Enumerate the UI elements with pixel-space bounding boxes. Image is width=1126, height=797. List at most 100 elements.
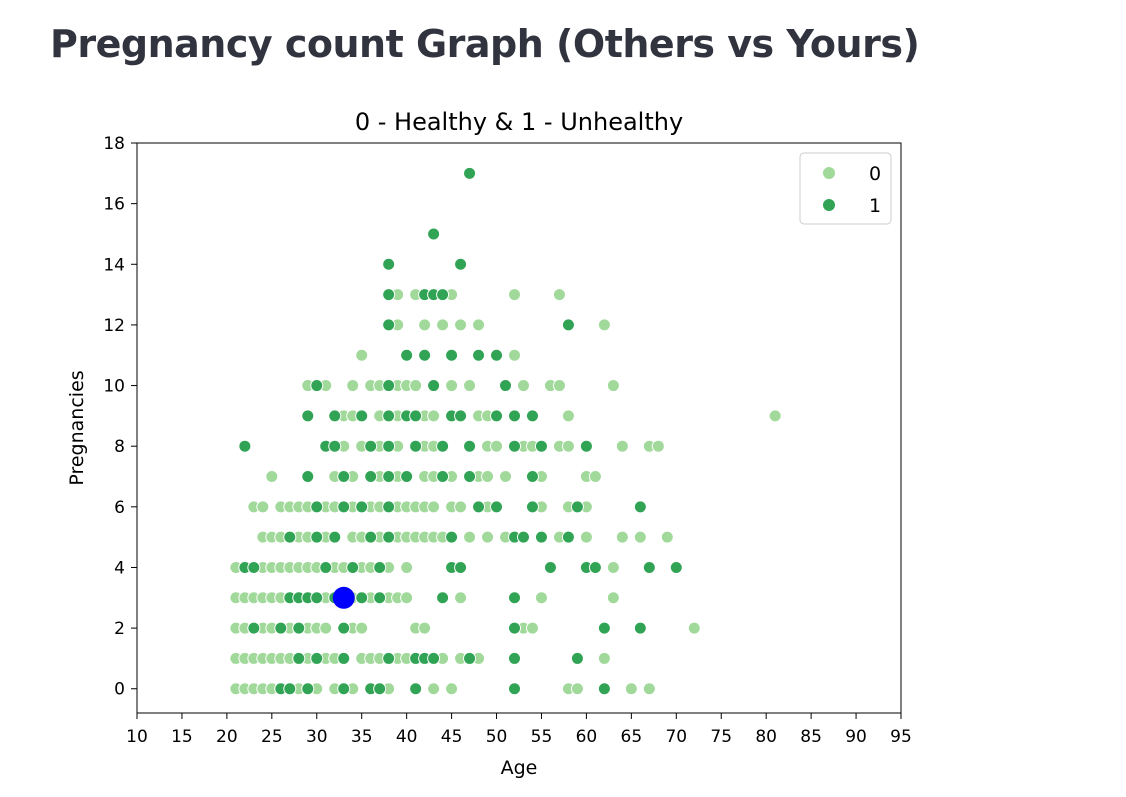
- data-point-class-0: [356, 622, 368, 634]
- data-point-class-0: [634, 531, 646, 543]
- data-point-class-1: [455, 561, 467, 573]
- data-point-class-0: [517, 380, 529, 392]
- data-point-class-1: [634, 501, 646, 513]
- data-point-class-1: [580, 440, 592, 452]
- data-point-class-1: [311, 652, 323, 664]
- data-point-class-0: [482, 471, 494, 483]
- data-point-class-1: [365, 471, 377, 483]
- data-point-class-1: [383, 410, 395, 422]
- data-point-class-1: [428, 652, 440, 664]
- data-point-class-0: [589, 471, 601, 483]
- legend: 0 1: [800, 153, 891, 224]
- data-point-class-1: [437, 471, 449, 483]
- data-point-class-1: [401, 349, 413, 361]
- data-point-class-1: [634, 622, 646, 634]
- data-point-class-1: [383, 471, 395, 483]
- data-point-class-0: [643, 683, 655, 695]
- y-tick-label: 8: [114, 437, 125, 457]
- data-point-class-0: [562, 410, 574, 422]
- y-tick-label: 4: [114, 558, 125, 578]
- data-point-class-0: [446, 380, 458, 392]
- data-point-class-0: [428, 501, 440, 513]
- x-tick-label: 40: [396, 727, 418, 747]
- data-point-class-1: [293, 622, 305, 634]
- data-point-class-1: [338, 652, 350, 664]
- data-point-class-1: [410, 440, 422, 452]
- data-point-class-1: [410, 410, 422, 422]
- data-point-class-1: [329, 440, 341, 452]
- data-point-class-1: [356, 410, 368, 422]
- data-point-class-1: [437, 440, 449, 452]
- data-point-class-1: [598, 683, 610, 695]
- points-layer: [230, 167, 781, 694]
- data-point-class-1: [670, 561, 682, 573]
- data-point-class-0: [688, 622, 700, 634]
- data-point-class-1: [347, 561, 359, 573]
- data-point-class-0: [446, 683, 458, 695]
- y-tick-label: 12: [103, 316, 125, 336]
- data-point-class-1: [473, 501, 485, 513]
- data-point-class-1: [311, 531, 323, 543]
- legend-label-0: 0: [869, 163, 881, 185]
- x-tick-label: 45: [441, 727, 463, 747]
- data-point-class-0: [500, 471, 512, 483]
- x-tick-label: 35: [351, 727, 373, 747]
- data-point-class-0: [356, 349, 368, 361]
- x-tick-label: 85: [800, 727, 822, 747]
- data-point-class-0: [428, 683, 440, 695]
- data-point-class-1: [446, 531, 458, 543]
- data-point-class-1: [401, 471, 413, 483]
- x-tick-label: 20: [216, 727, 238, 747]
- data-point-class-1: [562, 319, 574, 331]
- x-tick-label: 55: [531, 727, 553, 747]
- x-tick-label: 10: [126, 727, 148, 747]
- data-point-class-1: [517, 531, 529, 543]
- data-point-class-1: [509, 683, 521, 695]
- data-point-class-1: [509, 410, 521, 422]
- data-point-class-0: [347, 380, 359, 392]
- y-tick-label: 10: [103, 377, 125, 397]
- data-point-class-0: [320, 622, 332, 634]
- data-point-class-1: [374, 592, 386, 604]
- data-point-class-1: [275, 622, 287, 634]
- data-point-class-1: [248, 561, 260, 573]
- data-point-class-1: [356, 592, 368, 604]
- data-point-class-1: [284, 531, 296, 543]
- data-point-class-0: [410, 380, 422, 392]
- data-point-class-1: [383, 319, 395, 331]
- y-axis-label: Pregnancies: [66, 370, 88, 485]
- data-point-class-1: [473, 349, 485, 361]
- data-point-class-1: [383, 258, 395, 270]
- data-point-class-0: [652, 440, 664, 452]
- data-point-class-1: [356, 501, 368, 513]
- data-point-class-1: [365, 440, 377, 452]
- data-point-class-1: [284, 683, 296, 695]
- legend-marker-1: [823, 199, 835, 211]
- x-tick-label: 95: [890, 727, 912, 747]
- data-point-class-0: [464, 531, 476, 543]
- data-point-class-1: [410, 683, 422, 695]
- your-data-point: [333, 587, 355, 609]
- chart-title: 0 - Healthy & 1 - Unhealthy: [355, 108, 683, 136]
- data-point-class-0: [455, 592, 467, 604]
- data-point-class-1: [491, 410, 503, 422]
- data-point-class-0: [509, 349, 521, 361]
- y-tick-label: 0: [114, 680, 125, 700]
- data-point-class-0: [419, 319, 431, 331]
- data-point-class-1: [320, 561, 332, 573]
- data-point-class-1: [383, 501, 395, 513]
- x-axis-label: Age: [501, 757, 538, 779]
- data-point-class-1: [338, 622, 350, 634]
- data-point-class-0: [571, 683, 583, 695]
- y-tick-label: 2: [114, 619, 125, 639]
- data-point-class-1: [509, 622, 521, 634]
- data-point-class-1: [464, 471, 476, 483]
- x-tick-label: 30: [306, 727, 328, 747]
- data-point-class-0: [419, 622, 431, 634]
- data-point-class-1: [535, 440, 547, 452]
- data-point-class-1: [383, 440, 395, 452]
- data-point-class-0: [509, 289, 521, 301]
- data-point-class-1: [239, 440, 251, 452]
- data-point-class-1: [589, 561, 601, 573]
- data-point-class-1: [526, 501, 538, 513]
